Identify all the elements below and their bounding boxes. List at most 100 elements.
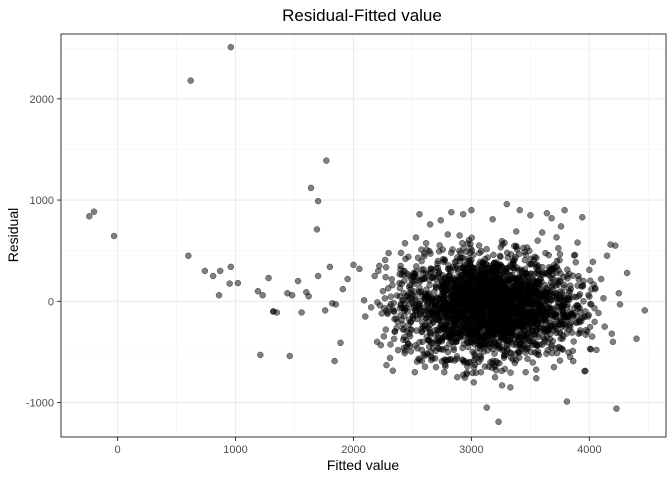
data-point — [525, 282, 532, 290]
data-point — [313, 226, 321, 233]
data-point — [391, 328, 399, 335]
data-point — [442, 344, 450, 352]
data-point — [424, 270, 432, 278]
data-point — [504, 337, 512, 344]
data-point — [448, 208, 455, 216]
data-point — [484, 254, 492, 261]
data-point — [454, 374, 461, 381]
data-point — [537, 291, 544, 298]
data-point — [466, 262, 474, 269]
data-point — [323, 157, 330, 164]
data-point — [586, 293, 593, 300]
data-point — [563, 398, 571, 405]
data-point — [591, 285, 599, 293]
data-point — [339, 285, 347, 293]
data-point — [556, 321, 564, 328]
data-point — [507, 369, 514, 376]
data-point — [397, 249, 405, 257]
data-point — [547, 266, 554, 273]
data-point — [503, 285, 510, 293]
data-point — [569, 347, 577, 355]
data-point — [591, 304, 598, 312]
data-point — [381, 256, 389, 264]
data-point — [463, 370, 470, 378]
data-point — [356, 265, 363, 273]
data-point — [574, 239, 581, 246]
data-point — [572, 259, 580, 266]
y-tick-label: 0 — [48, 296, 54, 308]
data-point — [380, 333, 388, 340]
data-point — [536, 341, 544, 348]
data-point — [600, 295, 607, 302]
data-point — [545, 295, 552, 303]
data-point — [423, 246, 430, 253]
data-point — [575, 330, 582, 337]
data-point — [423, 314, 430, 322]
data-point — [561, 206, 568, 214]
data-point — [502, 265, 509, 273]
data-point — [286, 352, 294, 360]
y-tick-label: 2000 — [30, 94, 54, 106]
data-point — [490, 290, 498, 298]
data-point — [552, 292, 559, 299]
data-point — [326, 263, 334, 271]
data-point — [543, 209, 551, 217]
data-point — [601, 323, 608, 330]
data-point — [570, 312, 577, 319]
data-point — [448, 326, 456, 333]
data-point — [497, 277, 504, 284]
data-point — [288, 291, 296, 299]
data-point — [570, 252, 578, 259]
data-point — [511, 264, 518, 272]
y-axis-ticks: -1000 0 1000 2000 — [26, 94, 61, 410]
data-point — [489, 311, 497, 319]
data-point — [498, 343, 506, 351]
data-point — [511, 256, 518, 263]
data-point — [409, 277, 416, 285]
data-point — [591, 318, 598, 326]
data-point — [557, 270, 564, 277]
data-point — [441, 356, 448, 363]
data-point — [597, 275, 605, 283]
data-point — [569, 357, 577, 365]
data-point — [418, 357, 426, 365]
data-point — [456, 232, 463, 239]
data-point — [382, 273, 389, 281]
data-point — [552, 325, 559, 333]
data-point — [432, 363, 440, 371]
data-point — [589, 258, 597, 266]
data-point — [409, 299, 416, 306]
data-point — [530, 256, 538, 263]
data-point — [484, 347, 491, 354]
data-point — [542, 249, 549, 257]
data-point — [294, 277, 302, 285]
data-point — [421, 363, 429, 371]
data-point — [500, 332, 507, 340]
data-point — [506, 272, 513, 279]
data-point — [563, 330, 570, 337]
data-point — [257, 351, 264, 359]
data-point — [428, 302, 436, 310]
x-tick-label: 4000 — [577, 444, 601, 456]
data-point — [444, 286, 451, 294]
data-point — [608, 330, 616, 337]
data-point — [495, 418, 502, 426]
data-point — [550, 363, 558, 371]
data-point — [489, 357, 497, 365]
data-point — [548, 215, 555, 222]
data-point — [514, 303, 521, 311]
data-point — [421, 352, 429, 360]
data-point — [412, 268, 420, 275]
data-point — [201, 267, 209, 275]
data-point — [374, 267, 382, 275]
data-point — [522, 269, 529, 277]
data-point — [582, 331, 590, 338]
data-point — [434, 257, 442, 265]
data-point — [447, 275, 454, 282]
data-point — [474, 292, 482, 300]
data-point — [493, 308, 501, 315]
data-point — [216, 267, 224, 275]
data-point — [469, 348, 476, 356]
data-point — [492, 342, 499, 350]
